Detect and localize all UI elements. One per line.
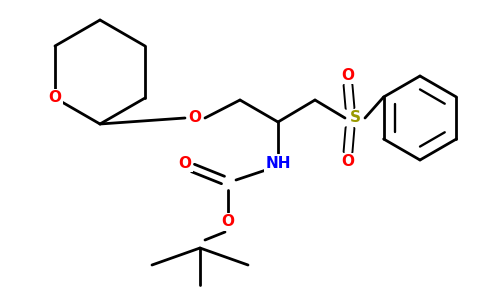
Text: O: O	[342, 68, 354, 82]
Text: S: S	[349, 110, 361, 125]
Text: O: O	[342, 154, 354, 169]
Text: NH: NH	[265, 155, 291, 170]
Text: O: O	[222, 214, 235, 230]
Text: O: O	[188, 110, 201, 125]
Text: S: S	[349, 110, 361, 125]
Text: O: O	[179, 155, 192, 170]
Text: O: O	[48, 91, 61, 106]
